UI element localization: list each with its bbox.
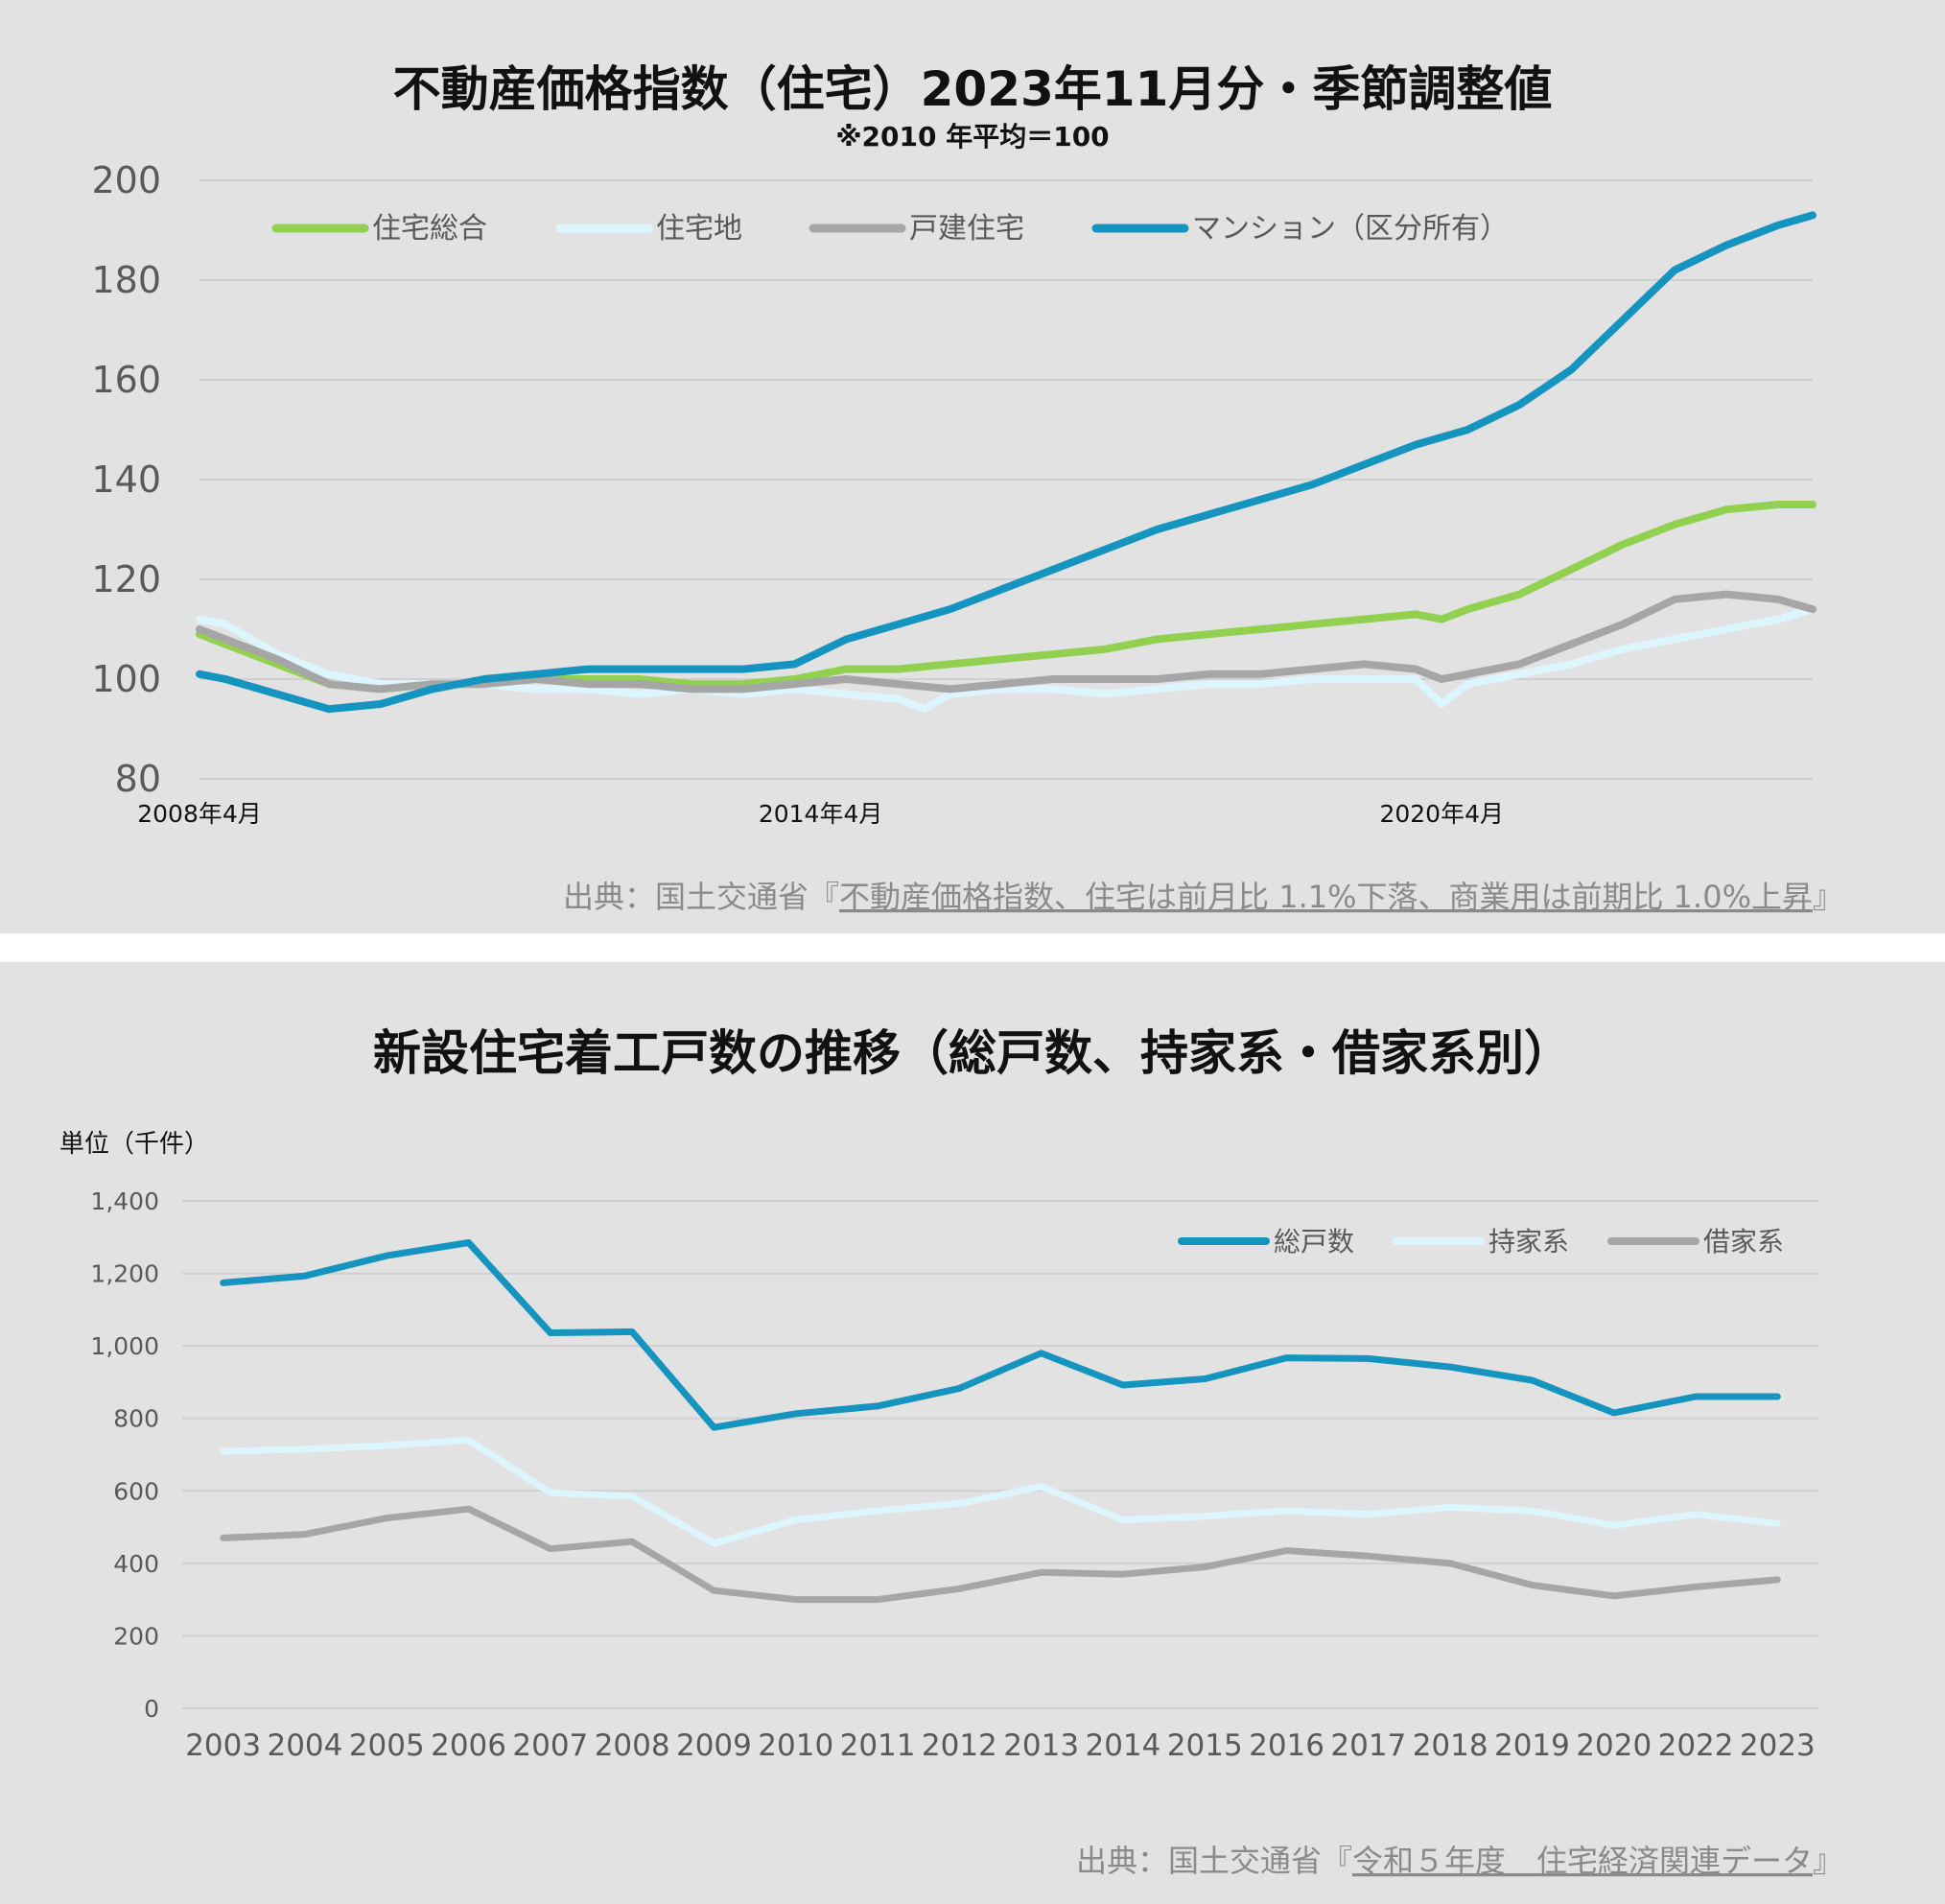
x-tick-label: 2004: [267, 1728, 342, 1763]
y-tick-label: 160: [91, 359, 161, 401]
y-tick-label: 1,000: [90, 1332, 159, 1360]
legend-label: 住宅地: [656, 212, 742, 246]
series-line-series-0: [220, 1239, 1781, 1431]
series-line-series-2: [196, 590, 1816, 693]
price-index-chart: 不動産価格指数（住宅）2023年11月分・季節調整値 ※2010 年平均＝100…: [91, 61, 1843, 915]
x-tick-label: 2017: [1330, 1728, 1406, 1763]
x-tick-label: 2012: [922, 1728, 997, 1763]
y-tick-label: 0: [144, 1695, 159, 1723]
chart-panel-price-index: 不動産価格指数（住宅）2023年11月分・季節調整値 ※2010 年平均＝100…: [0, 0, 1945, 933]
x-tick-label: 2009: [676, 1728, 752, 1763]
x-tick-label: 2008: [595, 1728, 670, 1763]
source-link[interactable]: 令和５年度 住宅経済関連データ: [1352, 1843, 1813, 1879]
source-link[interactable]: 不動産価格指数、住宅は前月比 1.1%下落、商業用は前期比 1.0%上昇: [839, 879, 1813, 915]
source-suffix: 』: [1813, 879, 1843, 915]
x-tick-label: 2008年4月: [137, 800, 262, 828]
chart-subtitle: ※2010 年平均＝100: [835, 121, 1109, 153]
x-tick-label: 2020: [1576, 1728, 1652, 1763]
x-tick-label: 2015: [1167, 1728, 1243, 1763]
legend-label: 住宅総合: [372, 212, 487, 246]
y-tick-label: 200: [91, 159, 161, 201]
legend-label: 総戸数: [1274, 1226, 1354, 1258]
y-tick-label: 100: [91, 658, 161, 700]
source-prefix: 出典：国土交通省『: [563, 879, 839, 915]
x-tick-label: 2011: [840, 1728, 916, 1763]
series-line-series-2: [220, 1505, 1781, 1604]
y-tick-label: 180: [91, 259, 161, 301]
source-prefix: 出典：国土交通省『: [1076, 1843, 1352, 1879]
legend-label: マンション（区分所有）: [1192, 212, 1509, 246]
x-tick-label: 2010: [758, 1728, 833, 1763]
y-tick-label: 600: [113, 1477, 159, 1505]
x-tick-label: 2003: [185, 1728, 261, 1763]
source-suffix: 』: [1813, 1843, 1843, 1879]
x-tick-label: 2020年4月: [1379, 800, 1504, 828]
x-tick-label: 2019: [1494, 1728, 1570, 1763]
series-line-series-3: [196, 211, 1816, 714]
x-tick-label: 2005: [349, 1728, 425, 1763]
source-note: 出典：国土交通省『令和５年度 住宅経済関連データ』: [1076, 1843, 1843, 1879]
x-tick-label: 2006: [431, 1728, 506, 1763]
chart-title: 新設住宅着工戸数の推移（総戸数、持家系・借家系別）: [373, 1025, 1572, 1081]
housing-starts-chart: 新設住宅着工戸数の推移（総戸数、持家系・借家系別） 単位（千件） 0 200 400…: [59, 1025, 1843, 1879]
x-tick-label: 2014: [1085, 1728, 1160, 1763]
legend-label: 持家系: [1488, 1226, 1569, 1258]
chart-panel-housing-starts: 新設住宅着工戸数の推移（総戸数、持家系・借家系別） 単位（千件） 0 200 400…: [0, 962, 1945, 1904]
source-note: 出典：国土交通省『不動産価格指数、住宅は前月比 1.1%下落、商業用は前期比 1…: [563, 879, 1843, 915]
x-tick-label: 2014年4月: [759, 800, 883, 828]
y-tick-label: 1,200: [90, 1260, 159, 1288]
x-tick-label: 2018: [1413, 1728, 1488, 1763]
x-tick-label: 2016: [1249, 1728, 1324, 1763]
y-tick-label: 400: [113, 1550, 159, 1578]
y-tick-label: 140: [91, 458, 161, 501]
y-tick-label: 1,400: [90, 1187, 159, 1215]
chart-title: 不動産価格指数（住宅）2023年11月分・季節調整値: [393, 61, 1553, 117]
unit-label: 単位（千件）: [59, 1130, 209, 1159]
series-line-series-1: [220, 1436, 1781, 1547]
x-tick-label: 2022: [1658, 1728, 1734, 1763]
legend-label: 借家系: [1703, 1226, 1784, 1258]
y-tick-label: 120: [91, 558, 161, 600]
x-tick-label: 2007: [512, 1728, 588, 1763]
y-tick-label: 800: [113, 1405, 159, 1433]
y-tick-label: 200: [113, 1622, 159, 1650]
y-tick-label: 80: [115, 758, 161, 800]
legend-label: 戸建住宅: [909, 212, 1024, 246]
x-tick-label: 2013: [1003, 1728, 1079, 1763]
x-tick-label: 2023: [1740, 1728, 1816, 1763]
